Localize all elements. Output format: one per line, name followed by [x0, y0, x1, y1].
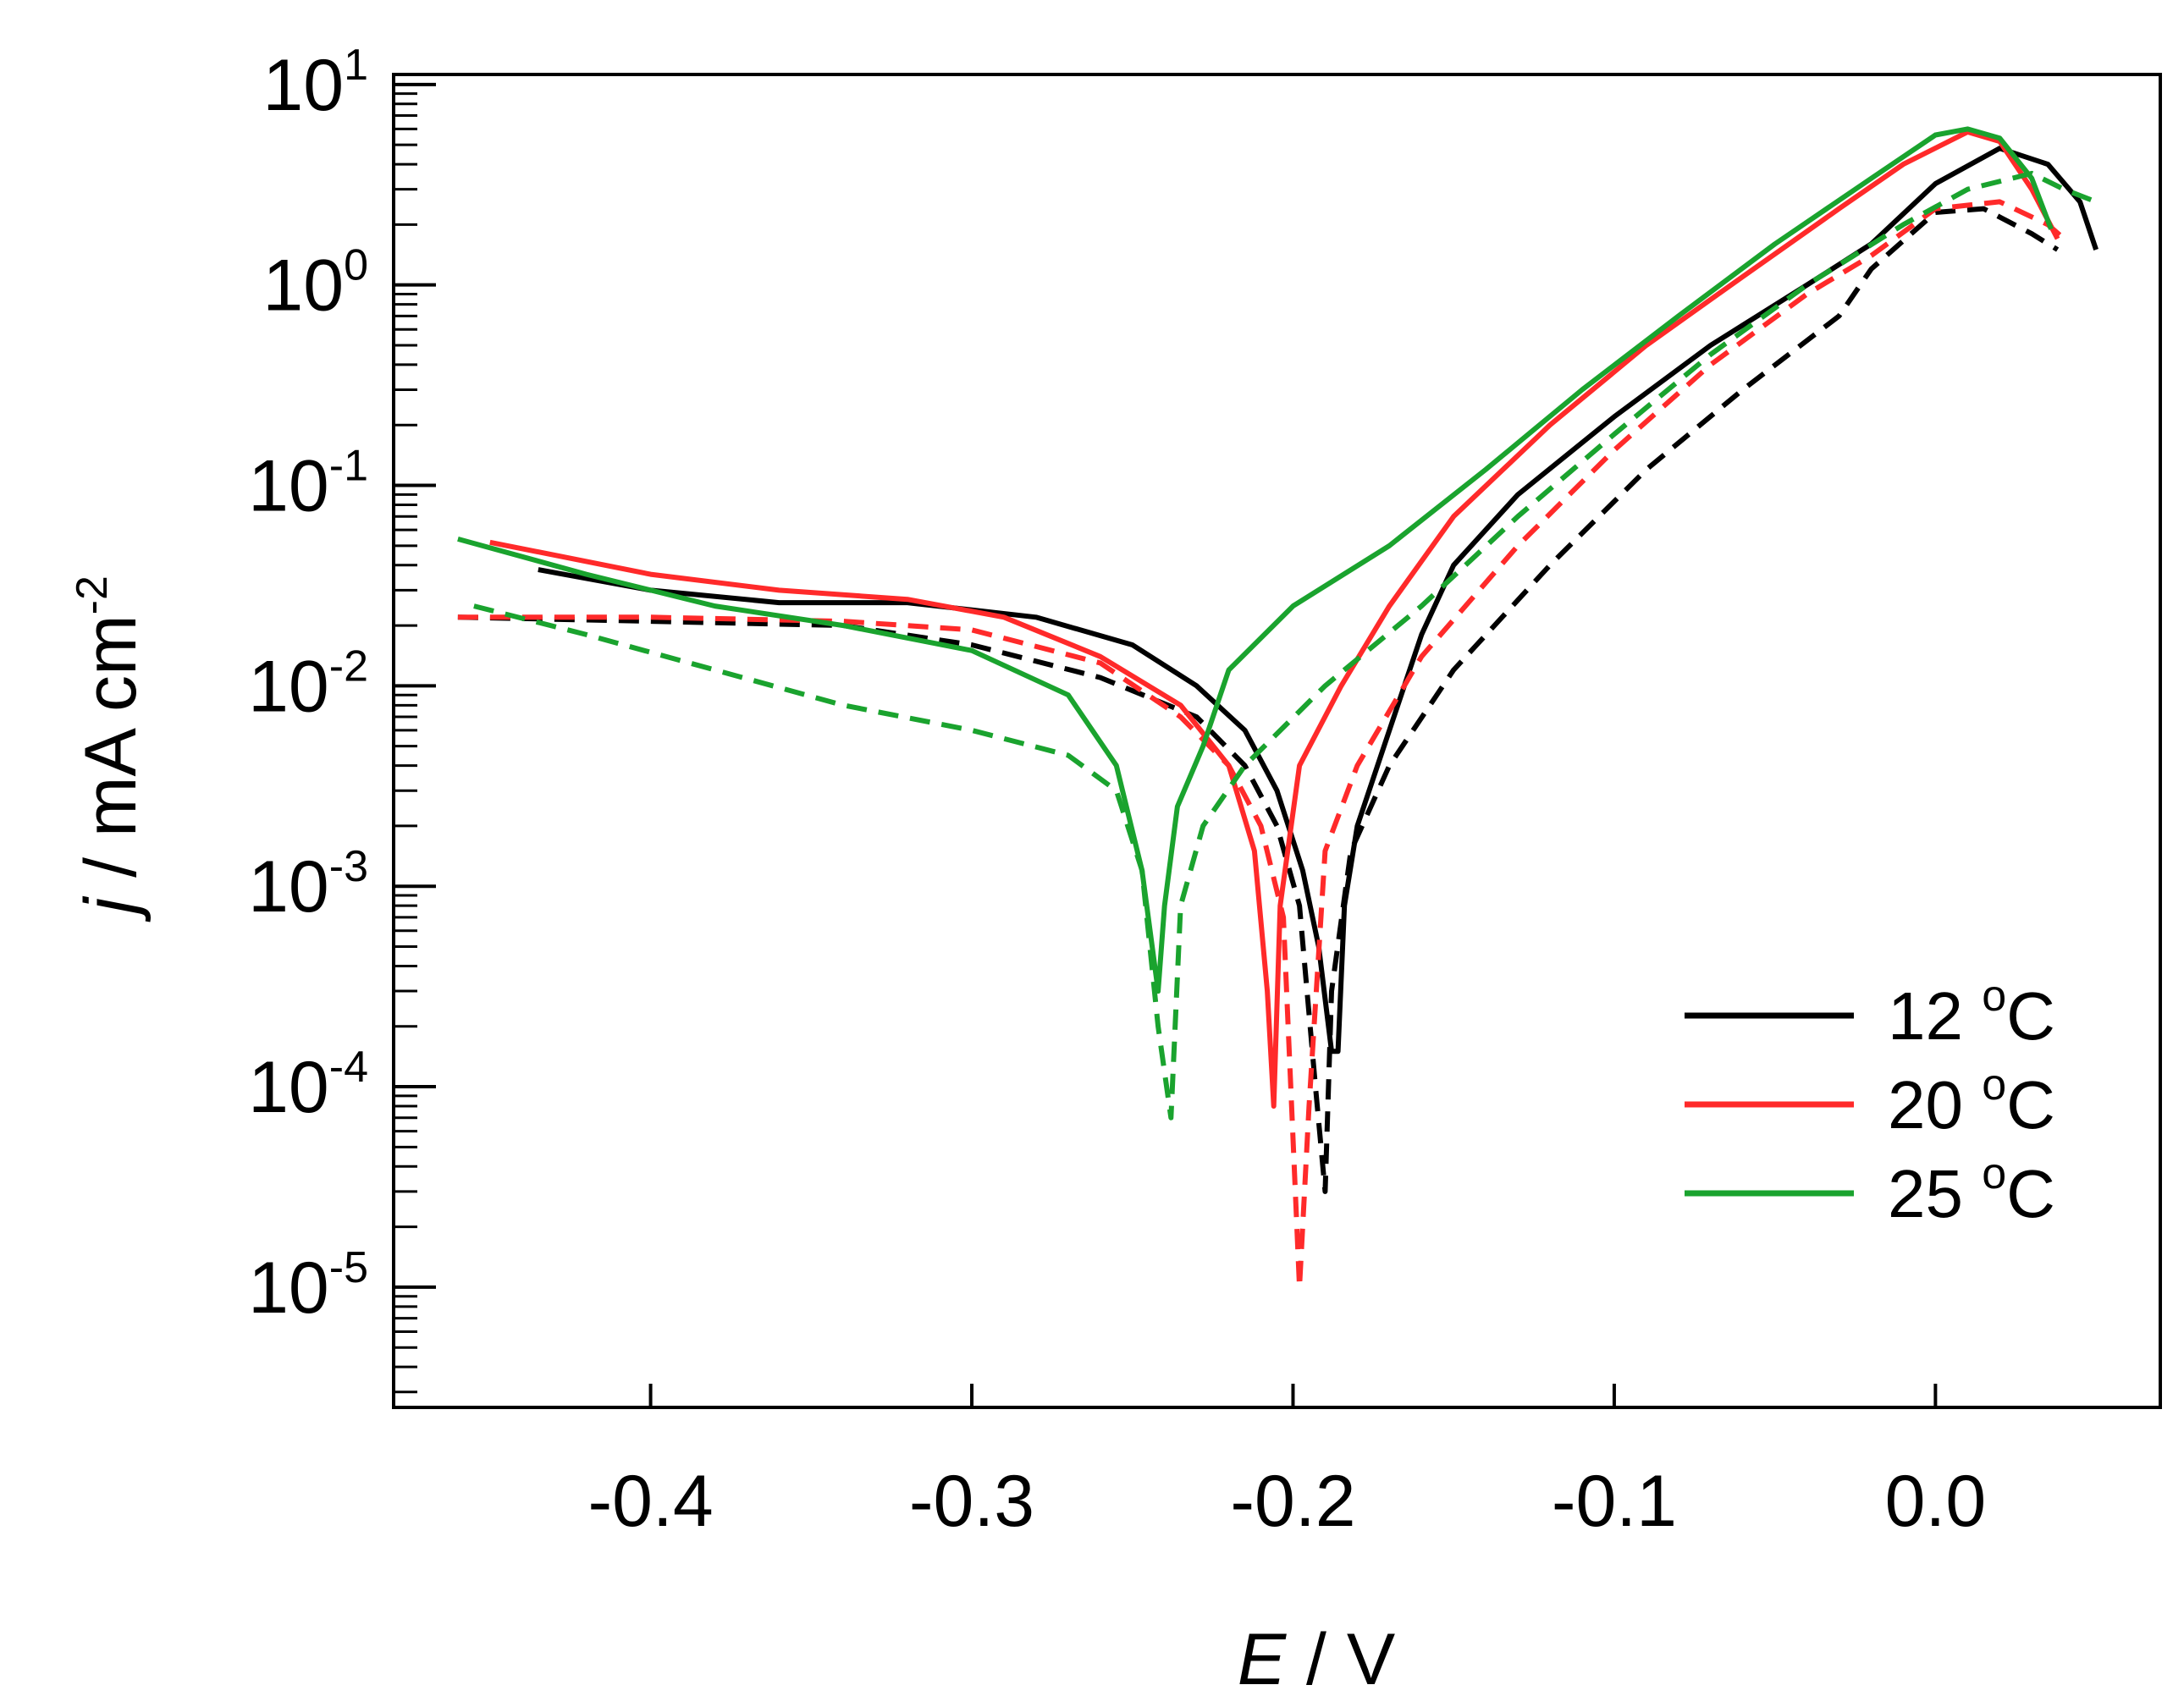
y-tick-label: 10-2 — [248, 642, 368, 727]
y-tick-label: 101 — [262, 41, 368, 126]
legend-label: 25 oC — [1888, 1149, 2055, 1231]
x-tick-label: -0.1 — [1552, 1461, 1677, 1542]
series-line-2 — [489, 129, 2060, 1109]
series-line-3 — [457, 199, 2066, 1290]
y-axis-title: j / mA cm-2 — [68, 575, 152, 922]
x-ticks: -0.4 -0.3 -0.2 -0.1 0.0 — [587, 1384, 1986, 1542]
x-tick-label: -0.3 — [909, 1461, 1034, 1542]
plot-frame — [392, 73, 2162, 1409]
legend-label: 12 oC — [1888, 972, 2055, 1054]
y-tick-label: 10-3 — [248, 842, 368, 928]
series-line-5 — [473, 170, 2098, 1121]
y-major-ticks: 101 100 10-1 10-2 10-3 10-4 10-5 — [248, 41, 436, 1329]
x-axis-title: E / V — [1238, 1619, 1395, 1696]
x-tick-label: -0.2 — [1230, 1461, 1355, 1542]
series-line-1 — [457, 206, 2060, 1194]
y-tick-label: 10-4 — [248, 1043, 368, 1128]
x-tick-label: 0.0 — [1885, 1461, 1987, 1542]
y-tick-label: 10-1 — [248, 442, 368, 527]
y-minor-ticks — [394, 92, 417, 1394]
y-tick-label: 100 — [262, 241, 368, 327]
legend-label: 20 oC — [1888, 1060, 2055, 1143]
series-line-4 — [457, 126, 2054, 994]
series-line-0 — [538, 146, 2099, 1054]
series-layer — [457, 126, 2099, 1290]
y-tick-label: 10-5 — [248, 1243, 368, 1329]
x-tick-label: -0.4 — [587, 1461, 713, 1542]
